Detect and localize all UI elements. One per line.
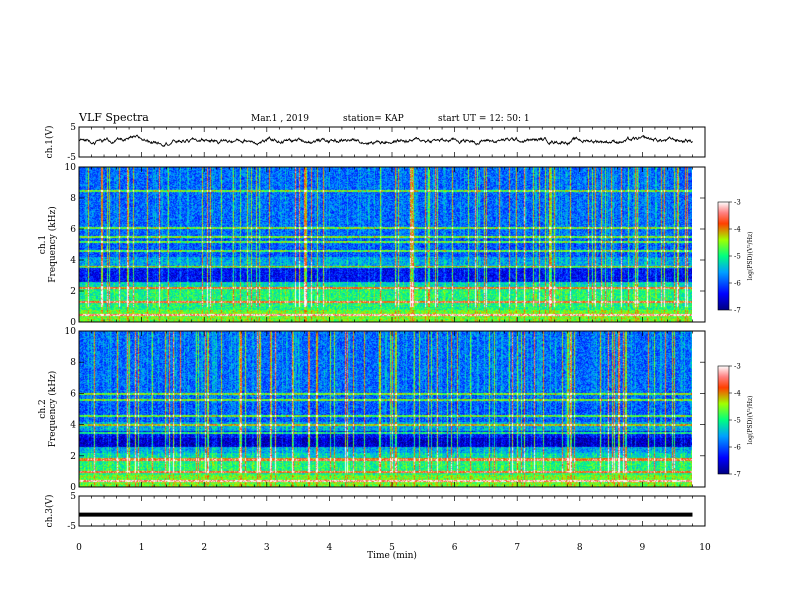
ch2-spectrogram-ylabel-channel: ch.2	[38, 399, 48, 418]
ch1-spectrogram-image	[79, 167, 692, 322]
ch2-spectrogram-ytick-0: 0	[70, 483, 76, 493]
start-time-label: start UT = 12: 50: 1	[438, 114, 530, 124]
ch1-waveform-ytick--5: -5	[67, 153, 76, 163]
ch1-spectrogram-ytick-2: 2	[70, 287, 76, 297]
ch2-spectrogram-ytick-2: 2	[70, 452, 76, 462]
xtick-2: 2	[201, 543, 207, 553]
ch2-spectrogram-ytick-10: 10	[65, 327, 77, 337]
ch1-spectrogram-ytick-10: 10	[65, 163, 77, 173]
ch2-colorbar-tick--5: -5	[734, 417, 741, 425]
ch1-colorbar-tick--5: -5	[734, 253, 741, 261]
date-label: Mar.1 , 2019	[251, 114, 309, 124]
xaxis-label: Time (min)	[367, 550, 417, 561]
ch2-colorbar-label: log(PSD)(V²/Hz)	[747, 396, 754, 445]
ch2-spectrogram-ytick-6: 6	[70, 389, 76, 399]
ch2-colorbar-tick--7: -7	[734, 471, 741, 479]
ch1-spectrogram-ytick-6: 6	[70, 225, 76, 235]
xtick-8: 8	[577, 543, 583, 553]
ch1-spectrogram-ylabel-frequency: Frequency (kHz)	[47, 206, 58, 283]
xtick-7: 7	[514, 543, 520, 553]
ch2-colorbar-tick--6: -6	[734, 444, 741, 452]
ch3-waveform-ytick-5: 5	[70, 492, 76, 502]
xtick-10: 10	[699, 543, 711, 553]
ch2-spectrogram-ytick-8: 8	[70, 358, 76, 368]
xtick-3: 3	[264, 543, 270, 553]
ch1-colorbar-tick--7: -7	[734, 307, 741, 315]
xtick-0: 0	[76, 543, 82, 553]
figure-title: VLF Spectra	[79, 111, 149, 124]
ch1-spectrogram-ytick-8: 8	[70, 194, 76, 204]
ch1-colorbar-tick--6: -6	[734, 280, 741, 288]
ch2-colorbar-tick--4: -4	[734, 390, 741, 398]
ch1-spectrogram-ytick-4: 4	[70, 256, 76, 266]
xtick-6: 6	[452, 543, 458, 553]
ch2-colorbar	[717, 365, 730, 475]
ch2-spectrogram-ylabel-frequency: Frequency (kHz)	[47, 371, 58, 448]
ch1-colorbar	[717, 201, 730, 311]
station-label: station= KAP	[343, 114, 404, 124]
xtick-4: 4	[327, 543, 333, 553]
ch1-spectrogram-ytick-0: 0	[70, 318, 76, 328]
xtick-9: 9	[640, 543, 646, 553]
ch2-spectrogram-ytick-4: 4	[70, 421, 76, 431]
ch3-waveform-ylabel: ch.3(V)	[44, 495, 55, 528]
ch2-spectrogram-image	[79, 331, 692, 487]
ch1-colorbar-tick--4: -4	[734, 226, 741, 234]
ch1-colorbar-tick--3: -3	[734, 199, 741, 207]
ch1-spectrogram-ylabel-channel: ch.1	[38, 235, 48, 254]
ch1-waveform-ytick-5: 5	[70, 123, 76, 133]
ch2-colorbar-tick--3: -3	[734, 363, 741, 371]
ch1-waveform-line	[78, 134, 693, 148]
ch1-colorbar-label: log(PSD)(V²/Hz)	[747, 232, 754, 281]
ch3-waveform-ytick--5: -5	[67, 522, 76, 532]
xtick-1: 1	[139, 543, 145, 553]
xtick-5: 5	[389, 543, 395, 553]
ch1-waveform-ylabel: ch.1(V)	[44, 126, 55, 159]
